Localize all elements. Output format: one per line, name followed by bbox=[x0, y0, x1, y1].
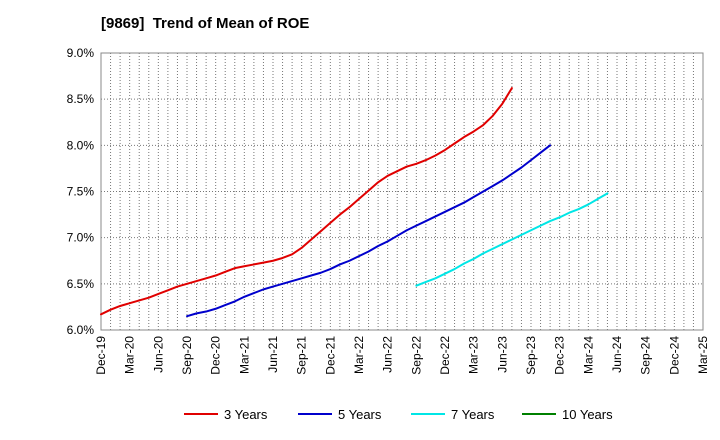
x-tick-label: Sep-23 bbox=[524, 336, 538, 375]
x-tick-label: Jun-22 bbox=[381, 336, 395, 373]
x-tick-label: Sep-21 bbox=[295, 336, 309, 375]
x-tick-label: Dec-21 bbox=[323, 336, 337, 375]
x-tick-label: Dec-19 bbox=[94, 336, 108, 375]
x-tick-label: Dec-20 bbox=[209, 336, 223, 375]
x-tick-label: Sep-22 bbox=[409, 336, 423, 375]
x-tick-label: Dec-22 bbox=[438, 336, 452, 375]
y-tick-label: 6.5% bbox=[67, 277, 95, 291]
x-tick-label: Mar-24 bbox=[581, 336, 595, 374]
x-tick-label: Jun-24 bbox=[610, 336, 624, 373]
series-line-5-years bbox=[186, 144, 552, 318]
y-tick-label: 8.5% bbox=[67, 92, 95, 106]
x-tick-label: Mar-23 bbox=[467, 336, 481, 374]
x-tick-label: Jun-21 bbox=[266, 336, 280, 373]
x-tick-label: Sep-24 bbox=[639, 336, 653, 375]
x-tick-label: Sep-20 bbox=[180, 336, 194, 375]
x-tick-label: Dec-23 bbox=[553, 336, 567, 375]
x-tick-label: Mar-21 bbox=[237, 336, 251, 374]
series-line-7-years bbox=[415, 192, 609, 287]
x-tick-label: Mar-20 bbox=[123, 336, 137, 374]
y-tick-label: 8.0% bbox=[67, 138, 95, 152]
legend-label: 5 Years bbox=[338, 407, 382, 422]
x-tick-label: Mar-25 bbox=[696, 336, 710, 374]
plot-frame bbox=[100, 52, 704, 331]
x-tick-label: Dec-24 bbox=[667, 336, 681, 375]
y-tick-label: 9.0% bbox=[67, 46, 95, 60]
chart-title: [9869] Trend of Mean of ROE bbox=[101, 15, 310, 32]
y-tick-label: 6.0% bbox=[67, 323, 95, 337]
legend-label: 10 Years bbox=[562, 407, 613, 422]
y-tick-label: 7.0% bbox=[67, 231, 95, 245]
y-tick-label: 7.5% bbox=[67, 185, 95, 199]
series-line-3-years bbox=[100, 87, 513, 316]
x-tick-label: Jun-23 bbox=[495, 336, 509, 373]
x-tick-label: Mar-22 bbox=[352, 336, 366, 374]
x-tick-label: Jun-20 bbox=[151, 336, 165, 373]
legend-label: 3 Years bbox=[224, 407, 268, 422]
legend-label: 7 Years bbox=[451, 407, 495, 422]
